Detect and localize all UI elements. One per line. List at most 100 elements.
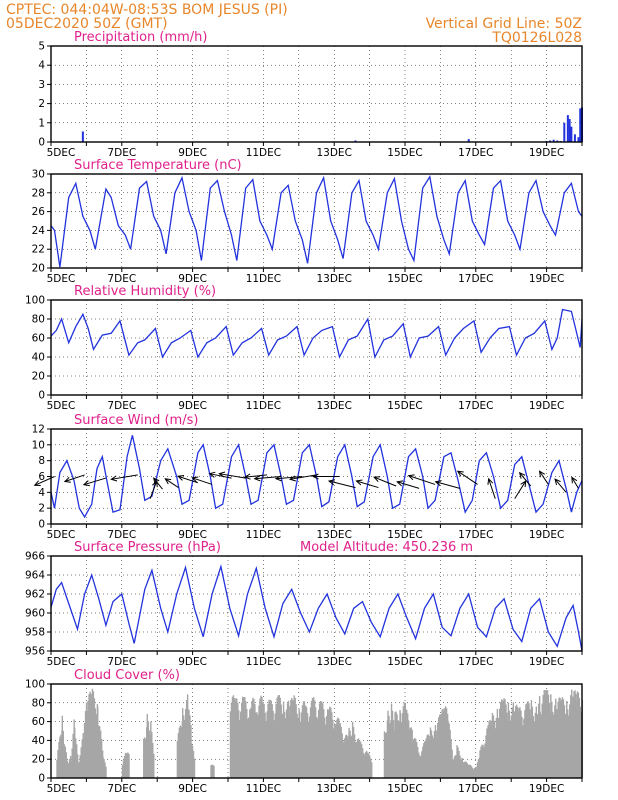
- cloud-cover-xtick-label: 15DEC: [387, 783, 422, 795]
- cloud-cover-bar: [535, 725, 538, 778]
- pressure-xtick-label: 19DEC: [529, 656, 564, 668]
- cloud-cover-bar: [469, 765, 472, 778]
- cloud-cover-bar: [573, 691, 575, 778]
- wind-arrow: [64, 474, 85, 482]
- cloud-cover-bar: [577, 692, 580, 778]
- wind-xtick-label: 19DEC: [529, 529, 564, 541]
- humidity-xtick-label: 13DEC: [316, 400, 351, 412]
- cloud-cover-bar: [474, 767, 477, 778]
- cloud-cover-bar: [575, 694, 577, 778]
- cloud-cover-bar: [72, 733, 74, 778]
- cloud-cover-bar: [367, 752, 369, 778]
- pressure-ytick-label: 966: [25, 551, 45, 563]
- cloud-cover-bar: [414, 737, 416, 778]
- wind-xtick-label: 7DEC: [107, 529, 136, 541]
- cloud-cover-bar: [259, 698, 261, 778]
- cloud-cover-title: Cloud Cover (%): [74, 668, 180, 683]
- cloud-cover-bar: [231, 696, 234, 778]
- cloud-cover-bar: [483, 746, 485, 778]
- cloud-cover-bar: [420, 756, 422, 778]
- cloud-cover-bar: [337, 717, 339, 778]
- cloud-cover-bar: [66, 766, 69, 778]
- wind-arrow-head: [274, 475, 282, 482]
- cloud-cover-bar: [437, 722, 439, 778]
- wind-arrow-head: [82, 480, 90, 487]
- cloud-cover-bar: [457, 747, 459, 778]
- cloud-cover-bar: [178, 727, 181, 778]
- cloud-cover-bar: [429, 727, 432, 778]
- wind-arrow: [219, 473, 246, 479]
- cloud-cover-bar: [249, 717, 251, 778]
- pressure-title: Surface Pressure (hPa): [74, 540, 221, 555]
- cloud-cover-bar: [536, 714, 539, 778]
- cloud-cover-bar: [521, 716, 523, 778]
- precipitation-bar: [81, 131, 84, 142]
- cloud-cover-bar: [300, 712, 303, 778]
- wind-arrow-head: [191, 476, 199, 483]
- cloud-cover-bar: [537, 703, 540, 778]
- cloud-cover-bar: [385, 732, 388, 778]
- cloud-cover-bar: [357, 738, 360, 778]
- cloud-cover-bar: [311, 698, 314, 778]
- cloud-cover-bar: [546, 690, 549, 778]
- cloud-cover-bar: [477, 759, 480, 778]
- cloud-cover-bar: [213, 765, 215, 778]
- cloud-cover-bar: [64, 746, 66, 778]
- cloud-cover-bar: [403, 702, 406, 778]
- wind-arrow: [164, 478, 179, 488]
- cloud-cover-bar: [352, 726, 355, 778]
- cloud-cover-bar: [501, 699, 503, 778]
- pressure-annotation: Model Altitude: 450.236 m: [300, 540, 473, 555]
- cloud-cover-bar: [293, 695, 295, 778]
- cloud-cover-bar: [153, 753, 155, 778]
- cloud-cover-bar: [183, 719, 186, 778]
- precipitation-bar: [579, 108, 582, 142]
- cloud-cover-bar: [430, 730, 433, 778]
- cloud-cover-bar: [405, 709, 407, 778]
- wind-arrow: [457, 470, 478, 485]
- cloud-cover-bar: [233, 698, 236, 778]
- cloud-cover-bar: [239, 719, 241, 778]
- cloud-cover-bar: [484, 743, 486, 778]
- wind-xtick-label: 17DEC: [458, 529, 493, 541]
- temperature-series-line: [50, 175, 583, 268]
- wind-ytick-label: 0: [38, 519, 45, 531]
- cloud-cover-bar: [306, 713, 309, 778]
- cloud-cover-bar: [325, 715, 328, 778]
- cloud-cover-bar: [304, 705, 307, 778]
- temperature-frame: [50, 173, 583, 269]
- cloud-cover-bar: [383, 731, 386, 778]
- cloud-cover-bar: [316, 718, 319, 778]
- cloud-cover-bar: [460, 759, 462, 778]
- cloud-cover-bar: [453, 756, 456, 778]
- cloud-cover-bar: [278, 695, 280, 778]
- cloud-cover-bar: [534, 712, 537, 778]
- cloud-cover-bar: [282, 701, 285, 778]
- pressure-xtick-label: 13DEC: [316, 656, 351, 668]
- cloud-cover-ytick-label: 40: [32, 735, 45, 747]
- cloud-cover-bar: [100, 739, 103, 778]
- cloud-cover-bar: [250, 707, 252, 778]
- wind-arrow-head: [218, 471, 226, 478]
- cloud-cover-bar: [481, 744, 483, 778]
- cloud-cover-bar: [88, 694, 90, 778]
- cloud-cover-bar: [525, 708, 527, 778]
- cloud-cover-bar: [519, 707, 521, 778]
- cloud-cover-bar: [557, 701, 559, 778]
- cloud-cover-bar: [542, 694, 544, 778]
- cloud-cover-bar: [93, 698, 96, 778]
- humidity-title: Relative Humidity (%): [74, 284, 216, 299]
- cloud-cover-bar: [500, 702, 502, 778]
- cloud-cover-bar: [210, 765, 212, 778]
- cloud-cover-bar: [547, 694, 550, 778]
- cloud-cover-bar: [86, 710, 88, 778]
- precipitation-bar: [563, 122, 566, 142]
- cloud-cover-bar: [150, 721, 152, 778]
- cloud-cover-bar: [564, 713, 567, 778]
- cloud-cover-bar: [276, 697, 278, 778]
- wind-xtick-label: 9DEC: [178, 529, 207, 541]
- cloud-cover-bar: [236, 698, 238, 778]
- precipitation-xtick-label: 5DEC: [47, 147, 76, 159]
- cloud-cover-bar: [391, 710, 394, 778]
- wind-arrow-head: [253, 475, 261, 482]
